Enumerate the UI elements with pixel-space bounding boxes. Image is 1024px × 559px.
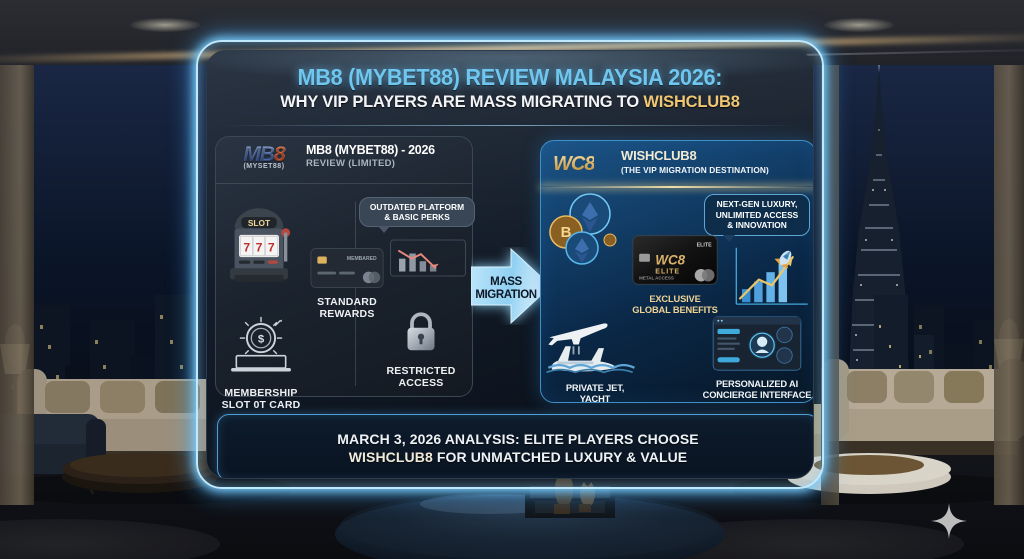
svg-text:7: 7: [243, 241, 250, 255]
svg-text:MEMBARED: MEMBARED: [347, 256, 377, 262]
svg-text:WC8: WC8: [655, 252, 685, 267]
svg-text:ELITE: ELITE: [697, 243, 713, 249]
svg-text:METAL ACCESS: METAL ACCESS: [639, 276, 674, 281]
svg-text:7: 7: [256, 241, 263, 255]
svg-text:ELITE: ELITE: [655, 267, 680, 275]
svg-text:$: $: [258, 333, 265, 345]
svg-text:7: 7: [268, 241, 275, 255]
svg-text:SLOT: SLOT: [248, 218, 270, 228]
